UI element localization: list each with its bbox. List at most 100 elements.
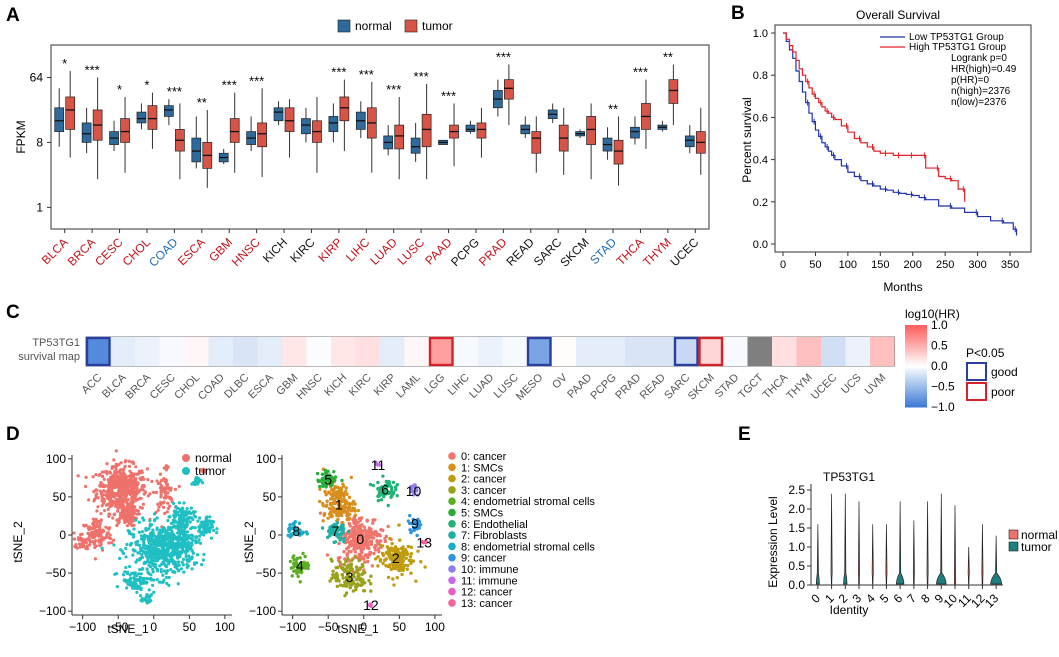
point-tumor (139, 572, 143, 576)
significance-mark: *** (359, 67, 374, 82)
point-normal (162, 500, 166, 504)
significance-mark: *** (167, 84, 182, 99)
point-normal (156, 502, 160, 506)
colorbar-step (905, 396, 927, 400)
point-cluster-1 (325, 499, 329, 503)
point-cluster-9 (414, 519, 419, 523)
point-cluster-6 (382, 494, 386, 499)
point-tumor (143, 580, 147, 584)
point-cluster-0 (378, 539, 383, 543)
colorbar-tick-label: −1.0 (931, 400, 955, 414)
point-tumor (123, 570, 127, 574)
point-tumor (215, 530, 219, 535)
tumor-GBM-box (229, 92, 240, 173)
point-tumor (162, 578, 166, 582)
panel-a-legend: normal tumor (337, 19, 453, 33)
point-tumor (192, 481, 196, 485)
point-normal (119, 461, 123, 465)
y-tick-label: 64 (30, 70, 44, 84)
point-cluster-1 (345, 509, 350, 514)
point-tumor (141, 516, 145, 520)
point-tumor (151, 553, 155, 557)
cluster-label-13: 13 (416, 535, 432, 551)
legend-dot-13 (448, 599, 456, 607)
point-tumor (151, 555, 155, 560)
normal-UCEC-box (684, 125, 695, 154)
point-cluster-9 (408, 528, 412, 532)
cluster-label-1: 1 (335, 497, 343, 513)
panel-e-violins (815, 493, 1002, 585)
point-cluster-4 (299, 569, 304, 574)
point-normal (121, 470, 125, 475)
point-normal (97, 538, 101, 542)
point-tumor (128, 583, 132, 587)
point-normal (143, 491, 147, 495)
point-tumor (131, 533, 136, 537)
point-normal (134, 485, 139, 490)
point-cluster-1 (349, 475, 354, 480)
point-normal (121, 512, 126, 516)
point-normal (165, 484, 169, 488)
normal-HNSC-box (246, 116, 256, 152)
point-cluster-3 (347, 575, 351, 579)
point-tumor (182, 519, 186, 523)
tumor-SARC-box (558, 107, 569, 175)
point-cluster-8 (288, 527, 292, 532)
point-normal (110, 466, 114, 470)
point-cluster-2 (404, 556, 408, 560)
x-tick-label-UCEC: UCEC (667, 235, 701, 269)
point-tumor (193, 510, 197, 514)
iqr-box (684, 135, 695, 148)
point-cluster-9 (407, 521, 412, 526)
violin-5 (885, 524, 888, 585)
violin-13 (990, 535, 1002, 585)
point-normal (159, 493, 163, 497)
point-tumor (164, 558, 168, 562)
iqr-box (65, 96, 76, 130)
point-tumor (201, 558, 205, 562)
point-cluster-0 (359, 549, 363, 553)
point-cluster-2 (376, 564, 380, 568)
violin-4 (871, 524, 874, 585)
point-tumor (145, 567, 149, 571)
x-tick-label-BRCA: BRCA (65, 235, 98, 268)
point-tumor (157, 551, 161, 555)
point-cluster-0 (366, 553, 370, 557)
legend-dot-8 (448, 542, 456, 551)
point-cluster-1 (320, 501, 325, 506)
cell-ACC (86, 337, 111, 366)
panel-d1-xlabel: tSNE_1 (107, 622, 149, 636)
point-cluster-8 (295, 532, 299, 536)
legend-text-2: 2: cancer (461, 474, 507, 486)
point-tumor (189, 526, 193, 531)
point-tumor (151, 567, 155, 571)
x-tick-label-KICH: KICH (260, 235, 290, 265)
point-cluster-7 (332, 522, 337, 527)
point-tumor (139, 546, 143, 550)
point-tumor (153, 557, 157, 562)
point-cluster-4 (291, 565, 296, 569)
label-COAD: COAD (196, 372, 227, 403)
point-cluster-10 (412, 489, 416, 494)
point-cluster-6 (383, 492, 387, 496)
normal-KICH-box (273, 101, 284, 126)
point-tumor (196, 519, 200, 523)
point-cluster-2 (405, 550, 409, 554)
point-cluster-0 (346, 536, 351, 540)
x-tick-label-PAAD: PAAD (422, 235, 455, 268)
label-BRCA: BRCA (123, 371, 154, 402)
point-normal (118, 502, 122, 506)
point-cluster-7 (333, 527, 337, 532)
cell-STAD (723, 337, 748, 366)
point-tumor (149, 573, 153, 577)
point-cluster-0 (361, 546, 366, 551)
point-cluster-1 (331, 501, 336, 505)
point-cluster-2 (409, 558, 414, 563)
point-normal (136, 472, 141, 476)
point-tumor (174, 525, 178, 529)
point-normal (101, 501, 106, 505)
point-normal (139, 478, 144, 482)
point-tumor (159, 568, 163, 572)
label-KICH: KICH (322, 372, 349, 399)
point-cluster-1 (331, 506, 335, 510)
